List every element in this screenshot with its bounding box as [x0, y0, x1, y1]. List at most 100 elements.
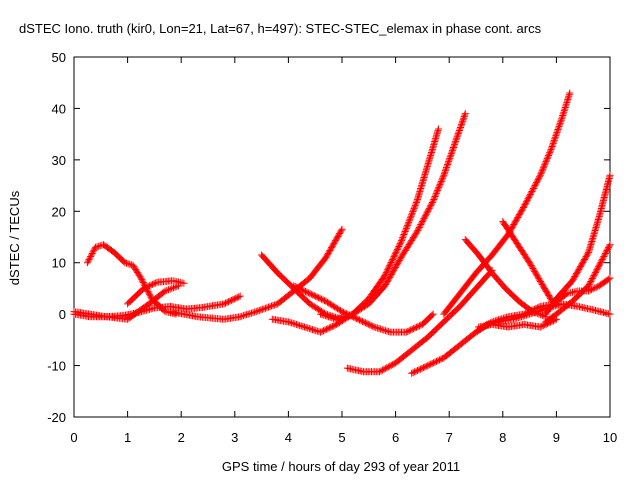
data-point-marker: [548, 144, 556, 152]
data-point-marker: [307, 325, 315, 333]
data-point-marker: [337, 227, 345, 235]
data-point-marker: [541, 159, 549, 167]
data-point-marker: [345, 311, 353, 319]
data-point-marker: [584, 250, 592, 258]
data-point: [606, 310, 614, 318]
data-point-marker: [599, 254, 607, 262]
data-point-marker: [294, 321, 302, 329]
data-point-marker: [447, 151, 455, 159]
data-point-marker: [526, 190, 534, 198]
data-point-marker: [254, 307, 262, 315]
data-point: [236, 292, 244, 300]
data-point-marker: [535, 310, 543, 318]
data-point-marker: [316, 294, 324, 302]
data-point-marker: [586, 279, 594, 287]
data-point: [402, 328, 410, 336]
data-point-marker: [456, 125, 464, 133]
data-point-marker: [603, 247, 611, 255]
data-point-marker: [381, 327, 389, 335]
y-tick-label: 20: [52, 204, 66, 219]
data-point-marker: [434, 186, 442, 194]
data-point-marker: [430, 359, 438, 367]
data-point-marker: [387, 258, 395, 266]
data-point-marker: [385, 263, 393, 271]
data-point-marker: [527, 307, 535, 315]
data-point-marker: [562, 100, 570, 108]
data-point-marker: [526, 260, 534, 268]
data-point-marker: [589, 273, 597, 281]
data-point-marker: [481, 321, 489, 329]
data-point-marker: [541, 321, 549, 329]
data-point: [397, 254, 405, 262]
data-point-marker: [533, 272, 541, 280]
data-point-marker: [519, 204, 527, 212]
data-point-marker: [414, 366, 422, 374]
data-point-marker: [415, 225, 423, 233]
data-point-marker: [146, 282, 154, 290]
data-point-marker: [406, 239, 414, 247]
data-point-marker: [393, 247, 401, 255]
data-point-marker: [249, 309, 257, 317]
data-point-marker: [565, 92, 573, 100]
data-point: [161, 287, 169, 295]
data-point-marker: [414, 323, 422, 331]
data-point-marker: [588, 286, 596, 294]
data-point-marker: [537, 279, 545, 287]
data-point-marker: [303, 288, 311, 296]
data-point-marker: [538, 311, 546, 319]
data-point-marker: [591, 269, 599, 277]
data-point: [606, 241, 614, 249]
data-point-marker: [557, 118, 565, 126]
data-point-marker: [257, 306, 265, 314]
data-point-marker: [160, 306, 168, 314]
data-point-marker: [421, 212, 429, 220]
data-point-marker: [555, 301, 563, 309]
data-point-marker: [377, 325, 385, 333]
data-point-marker: [323, 312, 331, 320]
data-point-marker: [428, 359, 436, 367]
data-point-marker: [272, 300, 280, 308]
data-point-marker: [135, 271, 143, 279]
data-point-marker: [251, 308, 259, 316]
data-point-marker: [321, 312, 329, 320]
data-point-marker: [416, 222, 424, 230]
data-point-marker: [428, 200, 436, 208]
data-point-marker: [406, 214, 414, 222]
data-point-marker: [529, 185, 537, 193]
data-point-marker: [90, 246, 98, 254]
data-point: [536, 171, 544, 179]
data-point-marker: [428, 198, 436, 206]
x-tick-label: 0: [70, 430, 77, 445]
data-point-marker: [557, 116, 565, 124]
data-point-marker: [224, 298, 232, 306]
data-point-marker: [545, 152, 553, 160]
data-point-marker: [408, 211, 416, 219]
data-point-marker: [586, 286, 594, 294]
y-tick-label: 0: [59, 307, 66, 322]
data-point-marker: [304, 289, 312, 297]
data-point-marker: [437, 177, 445, 185]
data-point-marker: [430, 194, 438, 202]
data-point-marker: [439, 173, 447, 181]
data-point-marker: [534, 273, 542, 281]
data-point-marker: [305, 325, 313, 333]
y-tick-label: 40: [52, 101, 66, 116]
data-point: [585, 287, 593, 295]
data-point-marker: [440, 170, 448, 178]
data-point-marker: [410, 325, 418, 333]
data-point-marker: [390, 253, 398, 261]
data-point-marker: [591, 270, 599, 278]
data-point-marker: [357, 317, 365, 325]
series-4: [124, 277, 188, 308]
data-point-marker: [325, 324, 333, 332]
data-point: [595, 261, 603, 269]
data-point-marker: [399, 251, 407, 259]
data-point-marker: [383, 327, 391, 335]
data-point-marker: [402, 224, 410, 232]
data-point-marker: [319, 327, 327, 335]
data-point-marker: [418, 364, 426, 372]
data-point-marker: [518, 313, 526, 321]
data-point-marker: [286, 318, 294, 326]
data-point-marker: [233, 294, 241, 302]
y-tick-label: 10: [52, 256, 66, 271]
